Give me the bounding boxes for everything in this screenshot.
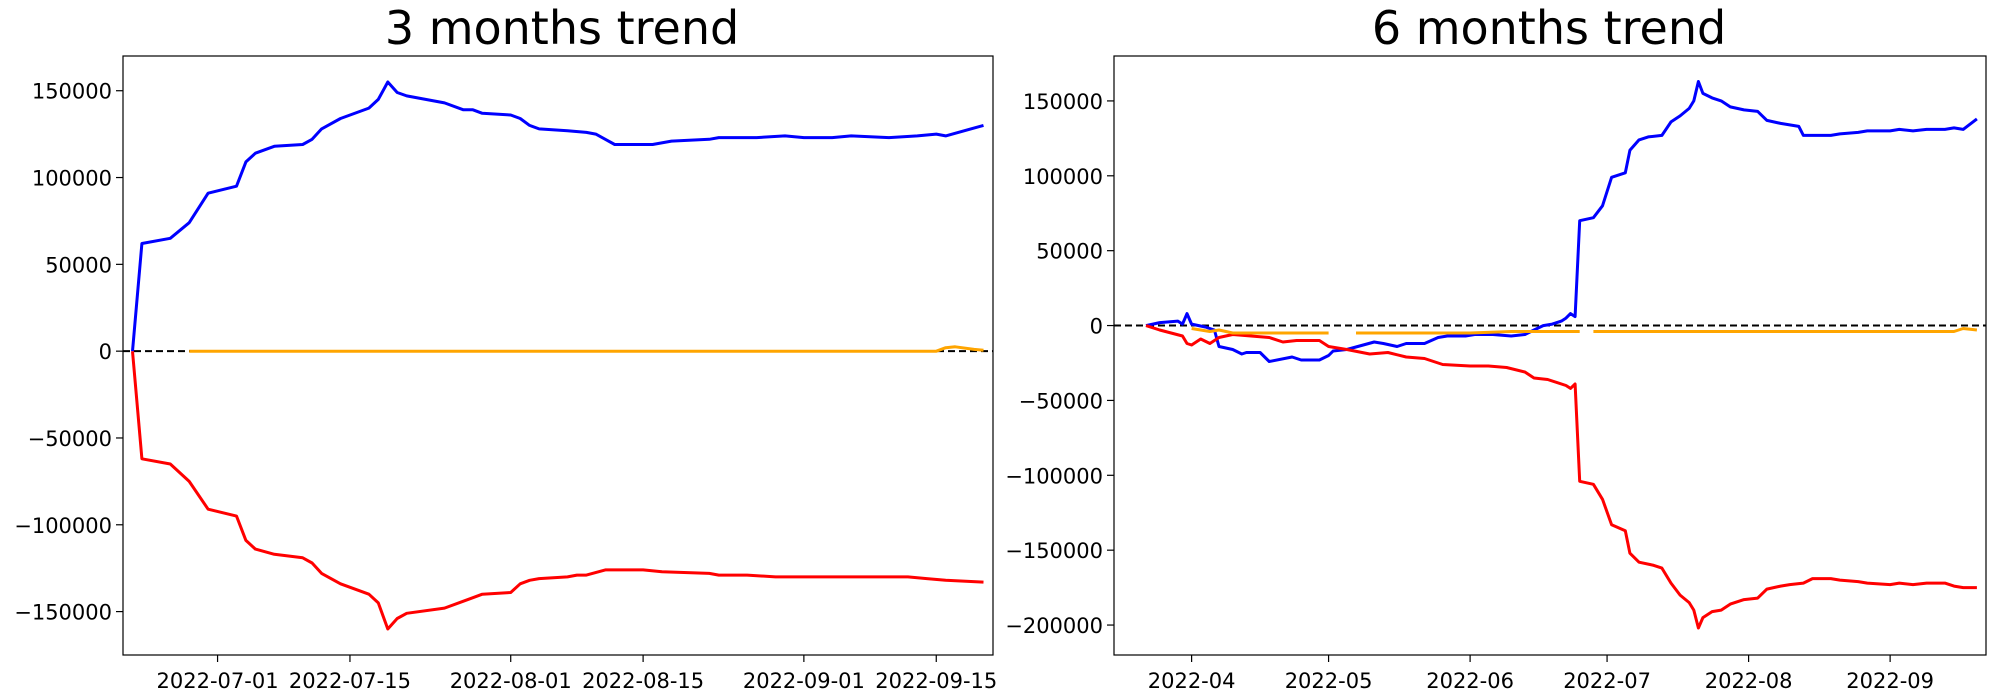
y-tick-label: 150000 — [32, 80, 112, 104]
axes-frame — [1113, 55, 1987, 656]
x-tick-label: 2022-09 — [1846, 669, 1934, 693]
x-tick-label: 2022-06 — [1426, 669, 1514, 693]
series-line-1 — [1145, 80, 1978, 363]
chart-3-months: 3 months trend −150000 −100000 −50000 0 5000… — [14, 1, 997, 693]
y-tick-label: 50000 — [45, 253, 112, 277]
x-tick-label: 2022-07-01 — [157, 669, 279, 693]
series-line-2 — [1145, 324, 1977, 630]
x-tick-label: 2022-08-01 — [450, 669, 572, 693]
y-tick-label: 150000 — [1023, 90, 1103, 114]
series-line-1 — [131, 80, 984, 352]
y-tick-label: −200000 — [1005, 614, 1103, 638]
x-tick-label: 2022-07-15 — [289, 669, 411, 693]
y-tick-label: 0 — [1090, 315, 1103, 339]
y-tick-label: −100000 — [1005, 464, 1103, 488]
y-tick-label: −150000 — [14, 601, 112, 625]
series-line-3 — [189, 345, 984, 353]
y-tick-label: −50000 — [1019, 389, 1103, 413]
x-tick-label: 2022-09-15 — [875, 669, 997, 693]
y-tick-label: 0 — [99, 340, 112, 364]
x-tick-label: 2022-04 — [1148, 669, 1236, 693]
plot-area-3-months: −150000 −100000 −50000 0 50000 100000 150000 20… — [14, 55, 997, 693]
chart-title-3-months: 3 months trend — [385, 1, 739, 55]
axes-frame — [122, 55, 994, 656]
y-tick-label: 100000 — [1023, 165, 1103, 189]
x-tick-label: 2022-09-01 — [743, 669, 865, 693]
y-tick-label: 50000 — [1036, 240, 1103, 264]
chart-6-months: 6 months trend −200000 −150000 −100000 −500… — [1005, 1, 1987, 693]
chart-title-6-months: 6 months trend — [1372, 1, 1726, 55]
x-tick-label: 2022-05 — [1285, 669, 1373, 693]
series-line-3-segment-3 — [1593, 327, 1978, 333]
x-tick-label: 2022-07 — [1563, 669, 1651, 693]
y-tick-label: −50000 — [28, 427, 112, 451]
y-tick-label: −150000 — [1005, 539, 1103, 563]
series-line-2 — [131, 351, 984, 631]
y-tick-label: 100000 — [32, 167, 112, 191]
y-tick-label: −100000 — [14, 514, 112, 538]
plot-area-6-months: −200000 −150000 −100000 −50000 0 50000 100000 1… — [1005, 55, 1987, 693]
x-tick-label: 2022-08-15 — [582, 669, 704, 693]
series-line-3-segment-2 — [1356, 330, 1580, 335]
x-tick-label: 2022-08 — [1705, 669, 1793, 693]
series-line-3-segment-1 — [1191, 327, 1329, 335]
